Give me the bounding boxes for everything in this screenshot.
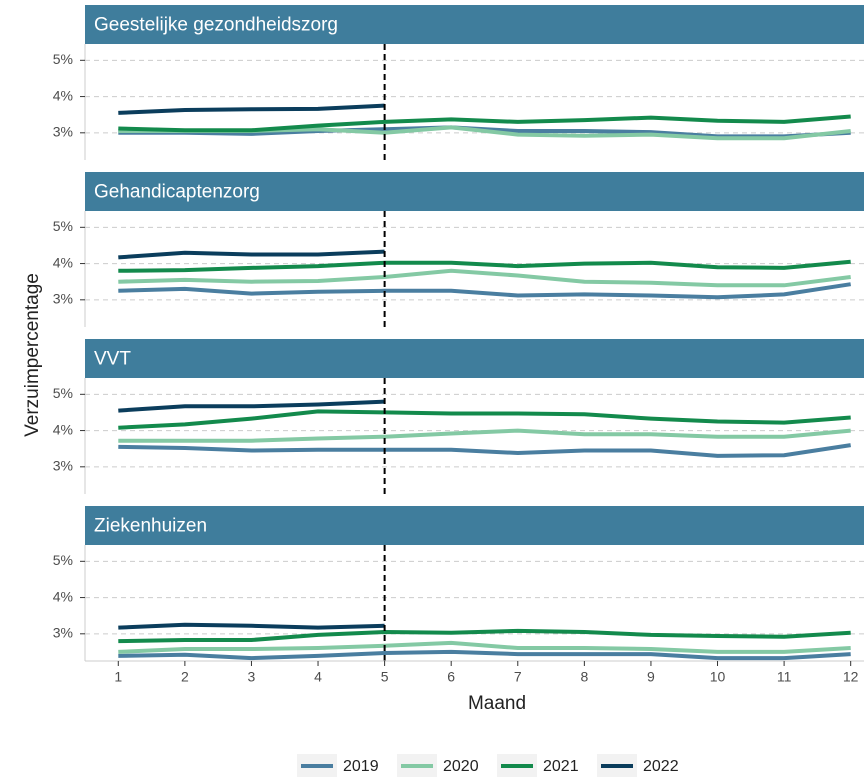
x-tick-label: 12: [843, 669, 859, 685]
facet-strip: [85, 172, 864, 211]
series-line: [118, 428, 851, 443]
facet-title: Gehandicaptenzorg: [94, 182, 260, 203]
series-line: [118, 628, 851, 644]
facet-title: Geestelijke gezondheidszorg: [94, 15, 338, 36]
x-tick-label: 6: [447, 669, 455, 685]
y-tick-label: 4%: [53, 588, 73, 604]
series-line: [118, 622, 385, 630]
facet-title: Ziekenhuizen: [94, 516, 207, 537]
legend-label: 2021: [543, 758, 579, 775]
legend-label: 2022: [643, 758, 679, 775]
x-tick-label: 5: [381, 669, 389, 685]
y-tick-label: 5%: [53, 218, 73, 234]
series-line: [118, 114, 851, 133]
y-axis-label: Verzuimpercentage: [22, 273, 43, 437]
y-tick-label: 4%: [53, 87, 73, 103]
series-line: [118, 409, 851, 430]
legend-label: 2020: [443, 758, 479, 775]
series-line: [118, 103, 385, 115]
series-line: [118, 282, 852, 300]
series-line: [118, 268, 851, 288]
facet-strip: [85, 506, 864, 545]
legend-label: 2019: [343, 758, 379, 775]
x-tick-label: 4: [314, 669, 322, 685]
x-axis-label: Maand: [468, 693, 526, 714]
y-tick-label: 3%: [53, 124, 73, 140]
x-tick-label: 9: [647, 669, 655, 685]
x-tick-label: 2: [181, 669, 189, 685]
series-line: [118, 259, 851, 273]
series-line: [118, 640, 851, 654]
y-tick-label: 4%: [53, 254, 73, 270]
y-tick-label: 4%: [53, 421, 73, 437]
x-tick-label: 3: [248, 669, 256, 685]
x-tick-label: 8: [580, 669, 588, 685]
x-tick-label: 11: [777, 669, 792, 685]
series-line: [118, 399, 385, 413]
y-tick-label: 3%: [53, 291, 73, 307]
x-tick-label: 7: [514, 669, 522, 685]
y-tick-label: 5%: [53, 552, 73, 568]
facet-title: VVT: [94, 349, 131, 370]
y-tick-label: 5%: [53, 51, 73, 67]
x-tick-label: 10: [710, 669, 726, 685]
y-tick-label: 3%: [53, 458, 73, 474]
series-line: [118, 443, 851, 458]
y-tick-label: 3%: [53, 625, 73, 641]
x-tick-label: 1: [114, 669, 122, 685]
series-line: [118, 249, 385, 260]
y-tick-label: 5%: [53, 385, 73, 401]
facet-strip: [85, 339, 864, 378]
facet-strip: [85, 5, 864, 44]
series-line: [118, 649, 851, 661]
